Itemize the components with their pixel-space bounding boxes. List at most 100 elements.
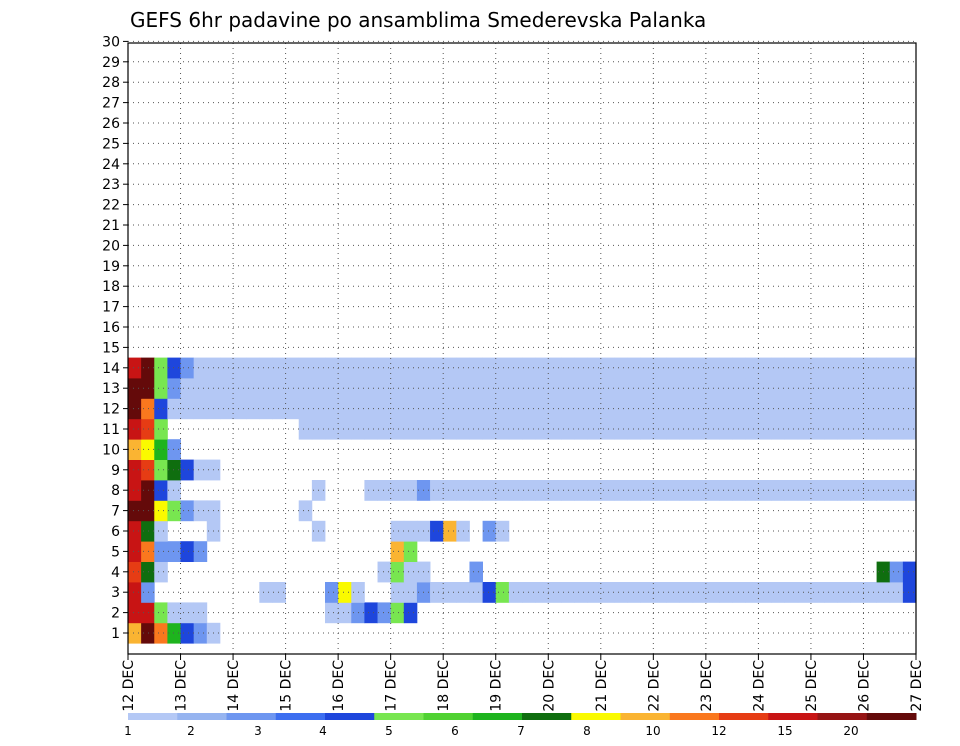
precip-cell: [167, 357, 181, 379]
cells-layer: [128, 357, 917, 644]
precip-cell: [390, 520, 405, 542]
precip-cell: [508, 418, 523, 440]
precip-cell: [797, 357, 812, 379]
precip-cell: [850, 398, 864, 420]
precip-cell: [154, 357, 168, 379]
precip-cell: [154, 561, 168, 583]
precip-cell: [613, 582, 628, 603]
precip-cell: [141, 480, 155, 501]
precip-cell: [705, 398, 720, 420]
x-tick-label: 23 DEC: [699, 660, 715, 712]
precip-cell: [285, 398, 300, 420]
precip-cell: [824, 480, 838, 501]
precip-cell: [403, 541, 418, 562]
y-tick-label: 1: [111, 626, 120, 642]
x-tick-label: 19 DEC: [489, 660, 505, 712]
precip-cell: [364, 602, 378, 624]
precip-cell: [692, 418, 707, 440]
legend-tick-label: 2: [187, 724, 195, 738]
precip-cell: [692, 378, 707, 399]
precip-cell: [233, 357, 247, 379]
precip-cell: [219, 398, 234, 420]
precip-cell: [705, 418, 720, 440]
precip-cell: [167, 398, 181, 420]
precip-cell: [482, 582, 497, 603]
legend-tick-label: 1: [124, 724, 132, 738]
precip-cell: [810, 582, 825, 603]
precip-cell: [193, 357, 208, 379]
precip-cell: [193, 398, 208, 420]
precip-cell: [824, 418, 838, 440]
precip-cell: [403, 398, 418, 420]
precip-cell: [574, 357, 589, 379]
precip-cell: [640, 582, 654, 603]
precip-cell: [167, 500, 181, 522]
precip-cell: [535, 398, 549, 420]
precip-cell: [154, 500, 168, 522]
precip-cell: [233, 398, 247, 420]
y-tick-label: 21: [102, 218, 120, 234]
precip-cell: [298, 500, 313, 522]
precip-cell: [574, 398, 589, 420]
precip-cell: [390, 582, 405, 603]
precip-cell: [587, 398, 602, 420]
legend-color-swatch: [768, 713, 818, 720]
legend-color-swatch: [128, 713, 178, 720]
precip-cell: [259, 357, 273, 379]
legend-tick-label: 5: [385, 724, 393, 738]
precip-cell: [784, 378, 799, 399]
precip-cell: [193, 602, 208, 624]
precip-cell: [902, 418, 917, 440]
precip-cell: [443, 520, 457, 542]
precip-cell: [403, 602, 418, 624]
precip-cell: [154, 418, 168, 440]
precip-cell: [482, 398, 497, 420]
precip-cell: [495, 582, 510, 603]
precip-cell: [600, 480, 615, 501]
precip-cell: [180, 378, 195, 399]
precip-cell: [600, 357, 615, 379]
precip-cell: [180, 500, 195, 522]
precip-cell: [653, 582, 667, 603]
precip-cell: [325, 398, 339, 420]
x-tick-label: 21 DEC: [594, 660, 610, 712]
precip-cell: [705, 582, 720, 603]
precip-cell: [154, 439, 168, 460]
precip-cell: [863, 418, 877, 440]
precip-cell: [745, 378, 759, 399]
precip-cell: [824, 357, 838, 379]
precip-cell: [298, 418, 313, 440]
precip-cell: [902, 357, 917, 379]
precip-cell: [390, 418, 405, 440]
precip-cell: [797, 582, 812, 603]
precip-cell: [613, 378, 628, 399]
precip-cell: [889, 398, 904, 420]
precip-cell: [482, 378, 497, 399]
legend-tick-label: 20: [843, 724, 858, 738]
precip-cell: [797, 480, 812, 501]
precip-cell: [758, 418, 772, 440]
legend-color-swatch: [177, 713, 227, 720]
precip-cell: [154, 398, 168, 420]
precip-cell: [167, 378, 181, 399]
precip-cell: [679, 582, 694, 603]
y-tick-label: 26: [102, 116, 120, 132]
precip-cell: [574, 582, 589, 603]
precip-cell: [758, 480, 772, 501]
legend-tick-label: 3: [254, 724, 262, 738]
precip-cell: [548, 418, 562, 440]
precip-cell: [285, 378, 300, 399]
precip-cell: [364, 418, 378, 440]
precip-cell: [377, 398, 392, 420]
precip-cell: [338, 582, 352, 603]
x-tick-label: 26 DEC: [856, 660, 872, 712]
precip-cell: [403, 357, 418, 379]
precip-cell: [246, 398, 260, 420]
precip-cell: [758, 378, 772, 399]
precip-cell: [272, 378, 286, 399]
precip-cell: [403, 378, 418, 399]
precip-cell: [653, 480, 667, 501]
legend-color-swatch: [817, 713, 868, 720]
legend-color-swatch: [325, 713, 375, 720]
precip-cell: [692, 357, 707, 379]
